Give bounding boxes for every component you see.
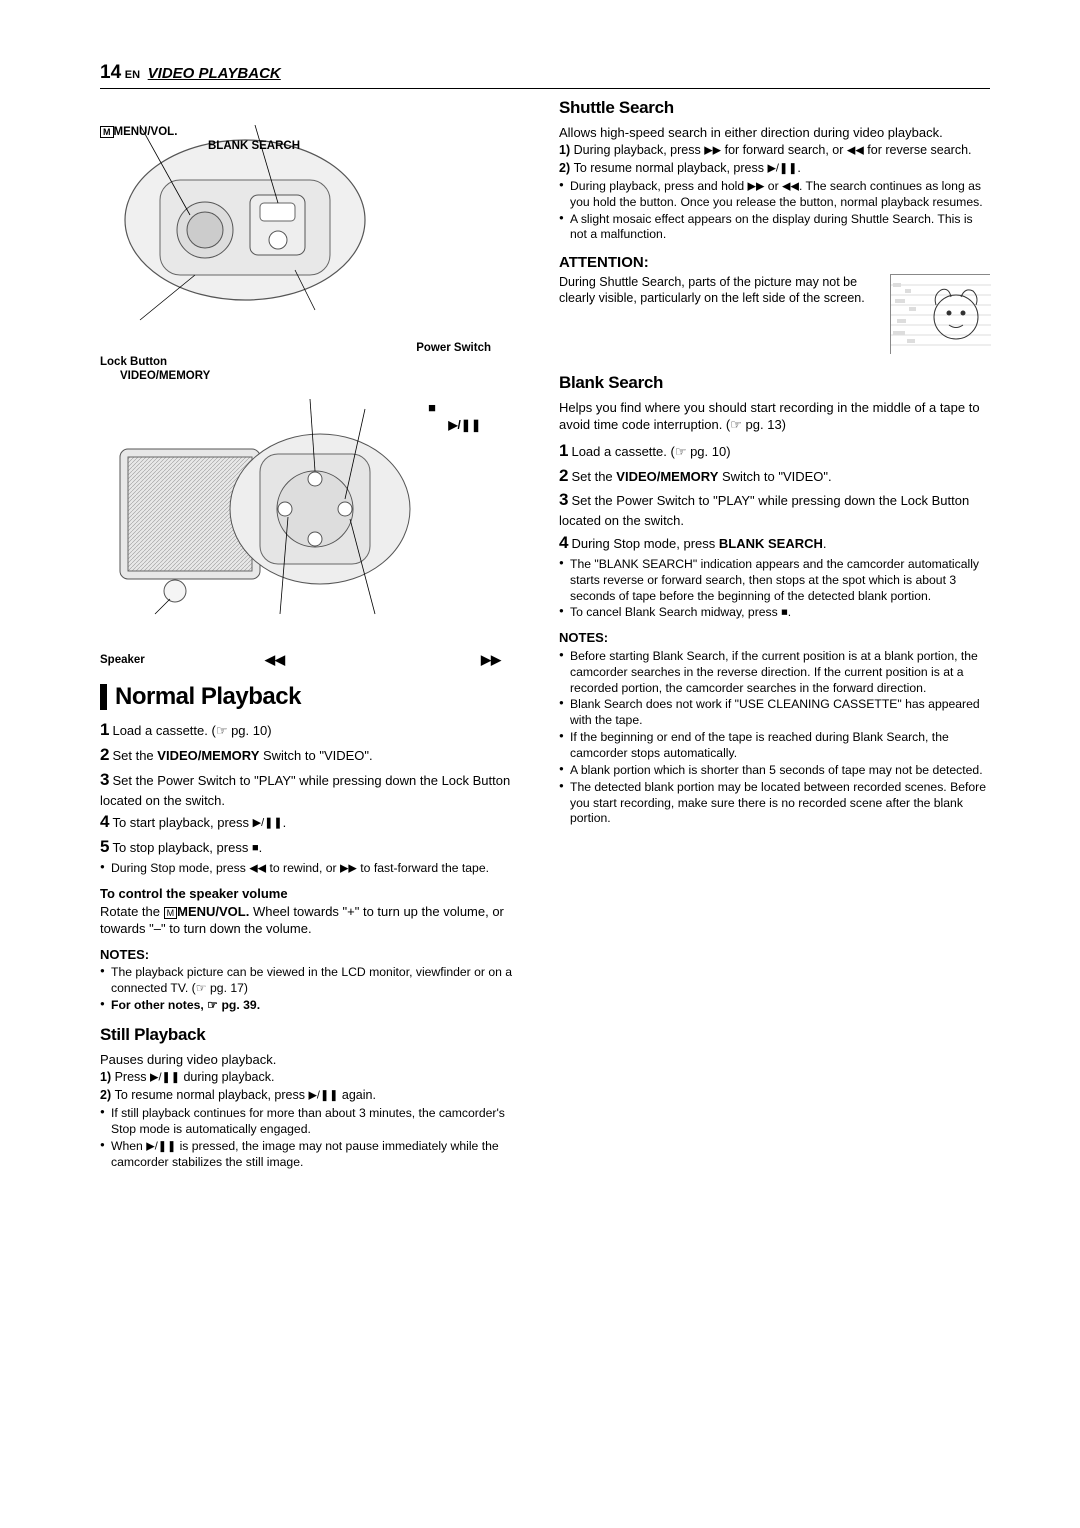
vol-body: Rotate the MMENU/VOL. Wheel towards "+" … [100, 903, 531, 938]
ff-icon-label: ▶▶ [481, 651, 501, 669]
sp-b2: When ▶/❚❚ is pressed, the image may not … [100, 1139, 531, 1171]
sh-b1: During playback, press and hold ▶▶ or ◀◀… [559, 179, 990, 211]
rew-icon-label: ◀◀ [265, 651, 285, 669]
diagram-bottom: ■ ▶/❚❚ Speaker [100, 399, 531, 669]
sh-b2: A slight mosaic effect appears on the di… [559, 212, 990, 244]
np-note1: The playback picture can be viewed in th… [100, 965, 531, 997]
np-bullet1: During Stop mode, press ◀◀ to rewind, or… [100, 861, 531, 877]
blank-search-title: Blank Search [559, 372, 990, 395]
normal-playback-heading: Normal Playback [100, 681, 531, 713]
bs-notes: Before starting Blank Search, if the cur… [559, 649, 990, 827]
page-header: 14 EN VIDEO PLAYBACK [100, 60, 990, 89]
bs-n1: Before starting Blank Search, if the cur… [559, 649, 990, 697]
attention-head: ATTENTION: [559, 253, 990, 273]
normal-playback-title: Normal Playback [115, 681, 301, 713]
bs-n2: Blank Search does not work if "USE CLEAN… [559, 697, 990, 729]
still-playback-title: Still Playback [100, 1024, 531, 1047]
label-speaker: Speaker [100, 653, 145, 669]
sh-bullets: During playback, press and hold ▶▶ or ◀◀… [559, 179, 990, 243]
bs-step4: 4During Stop mode, press BLANK SEARCH. [559, 532, 990, 555]
right-column: Shuttle Search Allows high-speed search … [559, 97, 990, 1173]
camcorder-top-icon [100, 125, 390, 325]
np-notes: The playback picture can be viewed in th… [100, 965, 531, 1014]
label-video-memory: VIDEO/MEMORY [120, 369, 210, 385]
sp-b1: If still playback continues for more tha… [100, 1106, 531, 1138]
np-notes-head: NOTES: [100, 946, 531, 964]
section-title: VIDEO PLAYBACK [148, 64, 281, 84]
np-step3: 3Set the Power Switch to "PLAY" while pr… [100, 769, 531, 809]
noise-illustration-icon [891, 275, 991, 355]
bs-step2: 2Set the VIDEO/MEMORY Switch to "VIDEO". [559, 465, 990, 488]
label-menu-vol: MMENU/VOL. [100, 125, 177, 141]
attention-text: During Shuttle Search, parts of the pict… [559, 274, 880, 308]
np-step1: 1Load a cassette. (☞ pg. 10) [100, 719, 531, 742]
bs-bullets: The "BLANK SEARCH" indication appears an… [559, 557, 990, 621]
sh-l1: 1) During playback, press ▶▶ for forward… [559, 142, 990, 159]
sp-bullets: If still playback continues for more tha… [100, 1106, 531, 1170]
label-power-switch: Power Switch [416, 341, 491, 357]
sh-l2: 2) To resume normal playback, press ▶/❚❚… [559, 160, 990, 177]
sp-l1: 1) Press ▶/❚❚ during playback. [100, 1069, 531, 1086]
diagram-top: MMENU/VOL. BLANK SEARCH [100, 125, 531, 385]
bs-step3: 3Set the Power Switch to "PLAY" while pr… [559, 489, 990, 529]
bs-notes-head: NOTES: [559, 629, 990, 647]
page-number: 14 [100, 60, 121, 86]
camcorder-side-icon [100, 399, 420, 619]
np-step5: 5To stop playback, press ■. [100, 836, 531, 859]
attention-block: During Shuttle Search, parts of the pict… [559, 274, 990, 354]
bs-step1: 1Load a cassette. (☞ pg. 10) [559, 440, 990, 463]
play-pause-icon-label: ▶/❚❚ [448, 417, 481, 433]
label-blank-search: BLANK SEARCH [208, 139, 300, 155]
np-bullets: During Stop mode, press ◀◀ to rewind, or… [100, 861, 531, 877]
stop-icon-label: ■ [428, 399, 436, 417]
bs-n3: If the beginning or end of the tape is r… [559, 730, 990, 762]
np-step4: 4To start playback, press ▶/❚❚. [100, 811, 531, 834]
shuttle-intro: Allows high-speed search in either direc… [559, 124, 990, 142]
shuttle-title: Shuttle Search [559, 97, 990, 120]
attention-image [890, 274, 990, 354]
vol-subhead: To control the speaker volume [100, 885, 531, 903]
bs-n5: The detected blank portion may be locate… [559, 780, 990, 828]
bs-b2: To cancel Blank Search midway, press ■. [559, 605, 990, 621]
bs-b1: The "BLANK SEARCH" indication appears an… [559, 557, 990, 605]
bs-n4: A blank portion which is shorter than 5 … [559, 763, 990, 779]
page-lang: EN [125, 68, 140, 83]
bs-intro: Helps you find where you should start re… [559, 399, 990, 434]
left-column: MMENU/VOL. BLANK SEARCH [100, 97, 531, 1173]
sp-intro: Pauses during video playback. [100, 1051, 531, 1069]
np-step2: 2Set the VIDEO/MEMORY Switch to "VIDEO". [100, 744, 531, 767]
np-note2: For other notes, ☞ pg. 39. [100, 998, 531, 1014]
sp-l2: 2) To resume normal playback, press ▶/❚❚… [100, 1087, 531, 1104]
